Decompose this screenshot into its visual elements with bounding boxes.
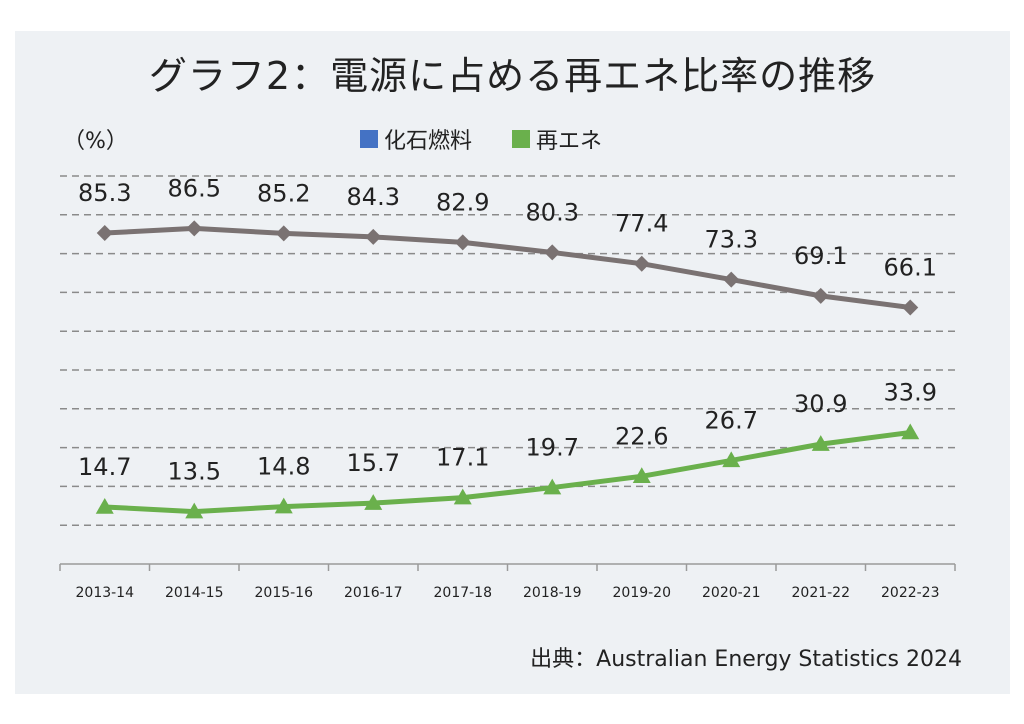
data-label-renewable: 33.9 xyxy=(884,378,937,406)
y-unit-label: （%） xyxy=(63,129,128,154)
legend-swatch-renewable xyxy=(512,130,531,148)
x-tick-label: 2019-20 xyxy=(613,585,672,601)
series-line-renewable xyxy=(104,429,911,515)
chart-title: グラフ2：電源に占める再エネ比率の推移 xyxy=(148,54,877,98)
data-point-renewable xyxy=(722,451,741,468)
data-point-fossil xyxy=(365,228,382,245)
x-tick-label: 2015-16 xyxy=(255,585,314,601)
data-point-fossil xyxy=(723,271,740,288)
data-point-fossil xyxy=(633,255,650,272)
data-point-renewable xyxy=(632,467,651,484)
x-tick-label: 2021-22 xyxy=(792,585,851,601)
legend: 化石燃料 再エネ xyxy=(360,123,642,155)
data-label-fossil: 84.3 xyxy=(347,183,400,211)
x-tick-label: 2018-19 xyxy=(523,585,582,601)
series-line-fossil xyxy=(104,225,911,311)
data-point-fossil xyxy=(96,225,113,242)
data-label-renewable: 30.9 xyxy=(794,390,847,418)
x-tick-label: 2022-23 xyxy=(881,585,940,601)
data-label-renewable: 22.6 xyxy=(615,422,668,450)
data-label-renewable: 19.7 xyxy=(526,434,579,462)
data-label-fossil: 73.3 xyxy=(705,226,758,254)
x-tick-label: 2016-17 xyxy=(344,585,403,601)
x-tick-label: 2014-15 xyxy=(165,585,224,601)
data-label-fossil: 85.3 xyxy=(78,179,131,207)
data-label-renewable: 14.7 xyxy=(78,453,131,481)
data-point-renewable xyxy=(453,488,472,505)
data-label-renewable: 15.7 xyxy=(347,449,400,477)
data-label-fossil: 85.2 xyxy=(257,179,310,207)
data-point-fossil xyxy=(544,244,561,261)
data-point-renewable xyxy=(901,423,920,440)
data-label-renewable: 17.1 xyxy=(436,444,489,472)
line-chart: 2013-14 2014-15 2015-16 2016-17 2017-18 2018-… xyxy=(59,174,956,601)
source-note: 出典：Australian Energy Statistics 2024 xyxy=(530,647,962,672)
data-label-fossil: 77.4 xyxy=(615,210,668,238)
data-point-fossil xyxy=(812,287,829,304)
data-label-fossil: 69.1 xyxy=(794,242,847,270)
data-label-fossil: 80.3 xyxy=(526,198,579,226)
data-label-fossil: 82.9 xyxy=(436,188,489,216)
legend-item-renewable: 再エネ xyxy=(512,123,602,155)
legend-label-fossil: 化石燃料 xyxy=(384,129,473,154)
chart-panel: グラフ2：電源に占める再エネ比率の推移 （%） 化石燃料 再エネ 2013-14… xyxy=(15,31,1010,694)
data-label-renewable: 13.5 xyxy=(168,458,221,486)
data-point-renewable xyxy=(543,478,562,495)
data-point-renewable xyxy=(185,502,204,519)
legend-swatch-fossil xyxy=(360,130,378,148)
data-label-fossil: 66.1 xyxy=(884,254,937,282)
x-tick-label: 2013-14 xyxy=(76,585,135,601)
legend-label-renewable: 再エネ xyxy=(536,129,603,154)
data-label-renewable: 26.7 xyxy=(705,406,758,434)
data-point-renewable xyxy=(95,497,114,514)
data-label-fossil: 86.5 xyxy=(168,174,221,202)
x-tick-label: 2017-18 xyxy=(434,585,493,601)
data-point-renewable xyxy=(811,435,830,451)
data-point-renewable xyxy=(274,497,293,514)
data-label-renewable: 14.8 xyxy=(257,453,310,481)
data-point-renewable xyxy=(364,494,383,510)
x-tick-label: 2020-21 xyxy=(702,585,761,601)
data-point-fossil xyxy=(275,225,292,242)
data-point-fossil xyxy=(454,234,471,251)
legend-item-fossil: 化石燃料 xyxy=(360,123,472,155)
data-point-fossil xyxy=(186,220,203,237)
data-point-fossil xyxy=(902,299,919,316)
